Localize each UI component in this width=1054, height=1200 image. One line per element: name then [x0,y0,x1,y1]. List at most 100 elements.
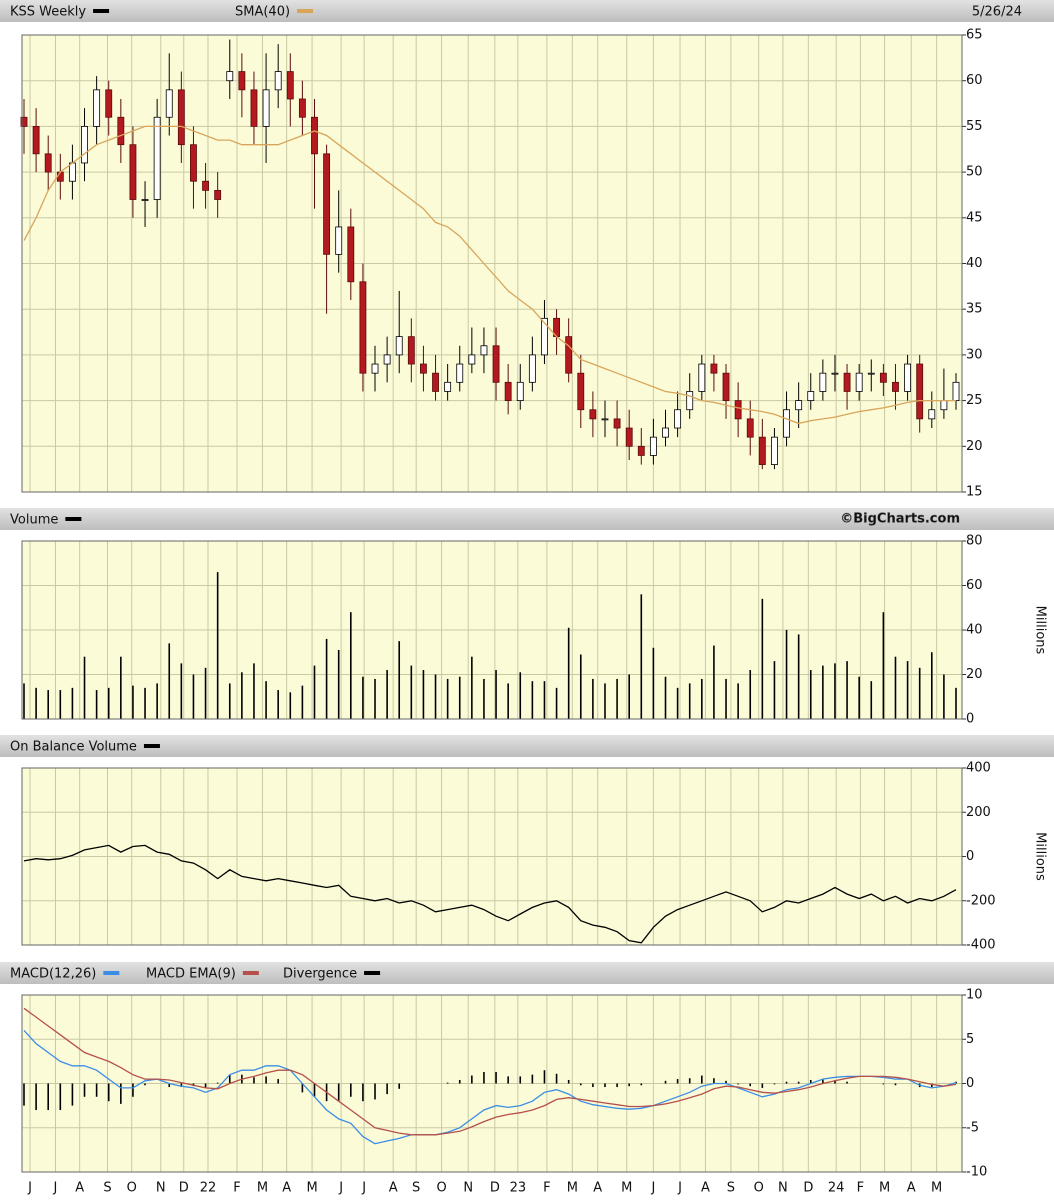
x-tick-label: O [436,1181,446,1196]
y-tick-label: 20 [966,667,983,682]
x-tick-label: A [282,1181,291,1196]
candle-body [238,71,246,91]
y-tick-label: -10 [966,1165,987,1180]
x-tick-label: J [338,1181,343,1196]
x-tick-label: J [650,1181,655,1196]
candle-body [916,363,924,420]
candle-body [879,372,887,383]
panel-header [0,508,1054,530]
x-tick-label: O [127,1181,137,1196]
candle-body [407,336,415,365]
legend-label: KSS Weekly [10,5,86,20]
x-tick-label: S [727,1181,735,1196]
x-tick-label: D [490,1181,500,1196]
candle-body [940,400,948,411]
plot-frame [21,994,963,1173]
candle-body [589,409,597,420]
candle-body [649,436,657,456]
candle-body [81,126,88,164]
x-tick-label: M [879,1181,890,1196]
candle-body [516,381,524,402]
x-tick-label: M [567,1181,578,1196]
x-tick-label: J [53,1181,58,1196]
candle-body [795,400,803,411]
candle-body [32,126,40,155]
candle-body [771,436,778,465]
y-tick-label: 45 [966,210,983,225]
candle-body [867,372,875,375]
y-tick-label: 200 [966,805,991,820]
candle-body [758,436,766,465]
y-tick-label: -400 [966,938,996,953]
candle-body [722,372,730,401]
candle-body [153,116,161,200]
candle-body [783,409,790,438]
candle-body [298,98,306,118]
candle-body [444,381,452,392]
candle-body [190,144,197,182]
legend-swatch [364,971,381,975]
legend-swatch [143,744,160,748]
y-tick-label: 0 [966,712,974,727]
legend-label: MACD EMA(9) [146,967,236,982]
series-line [23,125,956,425]
x-tick-label: A [701,1181,710,1196]
candle-body [892,381,899,392]
panel-header [0,0,1054,22]
y-tick-label: 55 [966,119,983,134]
candle-body [359,281,367,374]
candle-body [262,89,270,127]
candle-body [480,345,488,356]
series-line [23,1029,957,1145]
candle-body [177,89,185,146]
y-tick-label: 5 [966,1032,974,1047]
panel-header [0,735,1054,757]
candle-body [746,418,754,438]
candle-body [44,153,52,173]
y-tick-label: 0 [966,1076,974,1091]
candle-body [601,418,609,421]
candle-body [698,363,706,392]
candle-body [105,89,113,118]
candle-body [662,427,669,438]
candle-body [383,354,391,365]
y-tick-label: 35 [966,302,983,317]
plot-frame [21,540,963,720]
candle-body [311,116,318,155]
candle-body [492,345,500,383]
candle-body [323,153,331,255]
legend-swatch [242,971,259,975]
x-tick-label: M [306,1181,317,1196]
candle-body [56,171,64,182]
legend-swatch [93,9,110,13]
panel-header [0,962,1054,984]
candle-body [68,162,76,182]
candle-body [274,71,282,91]
y-tick-label: 400 [966,761,991,776]
y-tick-label: 80 [966,534,983,549]
candle-body [456,363,464,383]
legend-swatch [297,9,314,13]
candle-body [686,391,694,411]
candle-body [468,354,476,365]
x-tick-label: A [389,1181,398,1196]
x-tick-label: J [677,1181,682,1196]
y-axis-label: Millions [1033,606,1048,655]
y-tick-label: 65 [966,28,983,43]
x-tick-label: M [931,1181,942,1196]
candle-body [286,71,294,100]
candle-body [843,372,851,392]
x-tick-label: D [179,1181,189,1196]
candle-body [904,363,912,392]
x-tick-label: 23 [510,1181,527,1196]
x-tick-label: O [754,1181,764,1196]
candle-body [504,381,512,402]
x-tick-label: A [907,1181,916,1196]
x-tick-label: J [361,1181,366,1196]
legend-label: Volume [10,513,58,528]
candle-body [202,180,209,191]
candle-body [371,363,379,374]
x-tick-label: N [778,1181,788,1196]
legend-label: Divergence [283,967,357,982]
candle-body [613,418,621,429]
